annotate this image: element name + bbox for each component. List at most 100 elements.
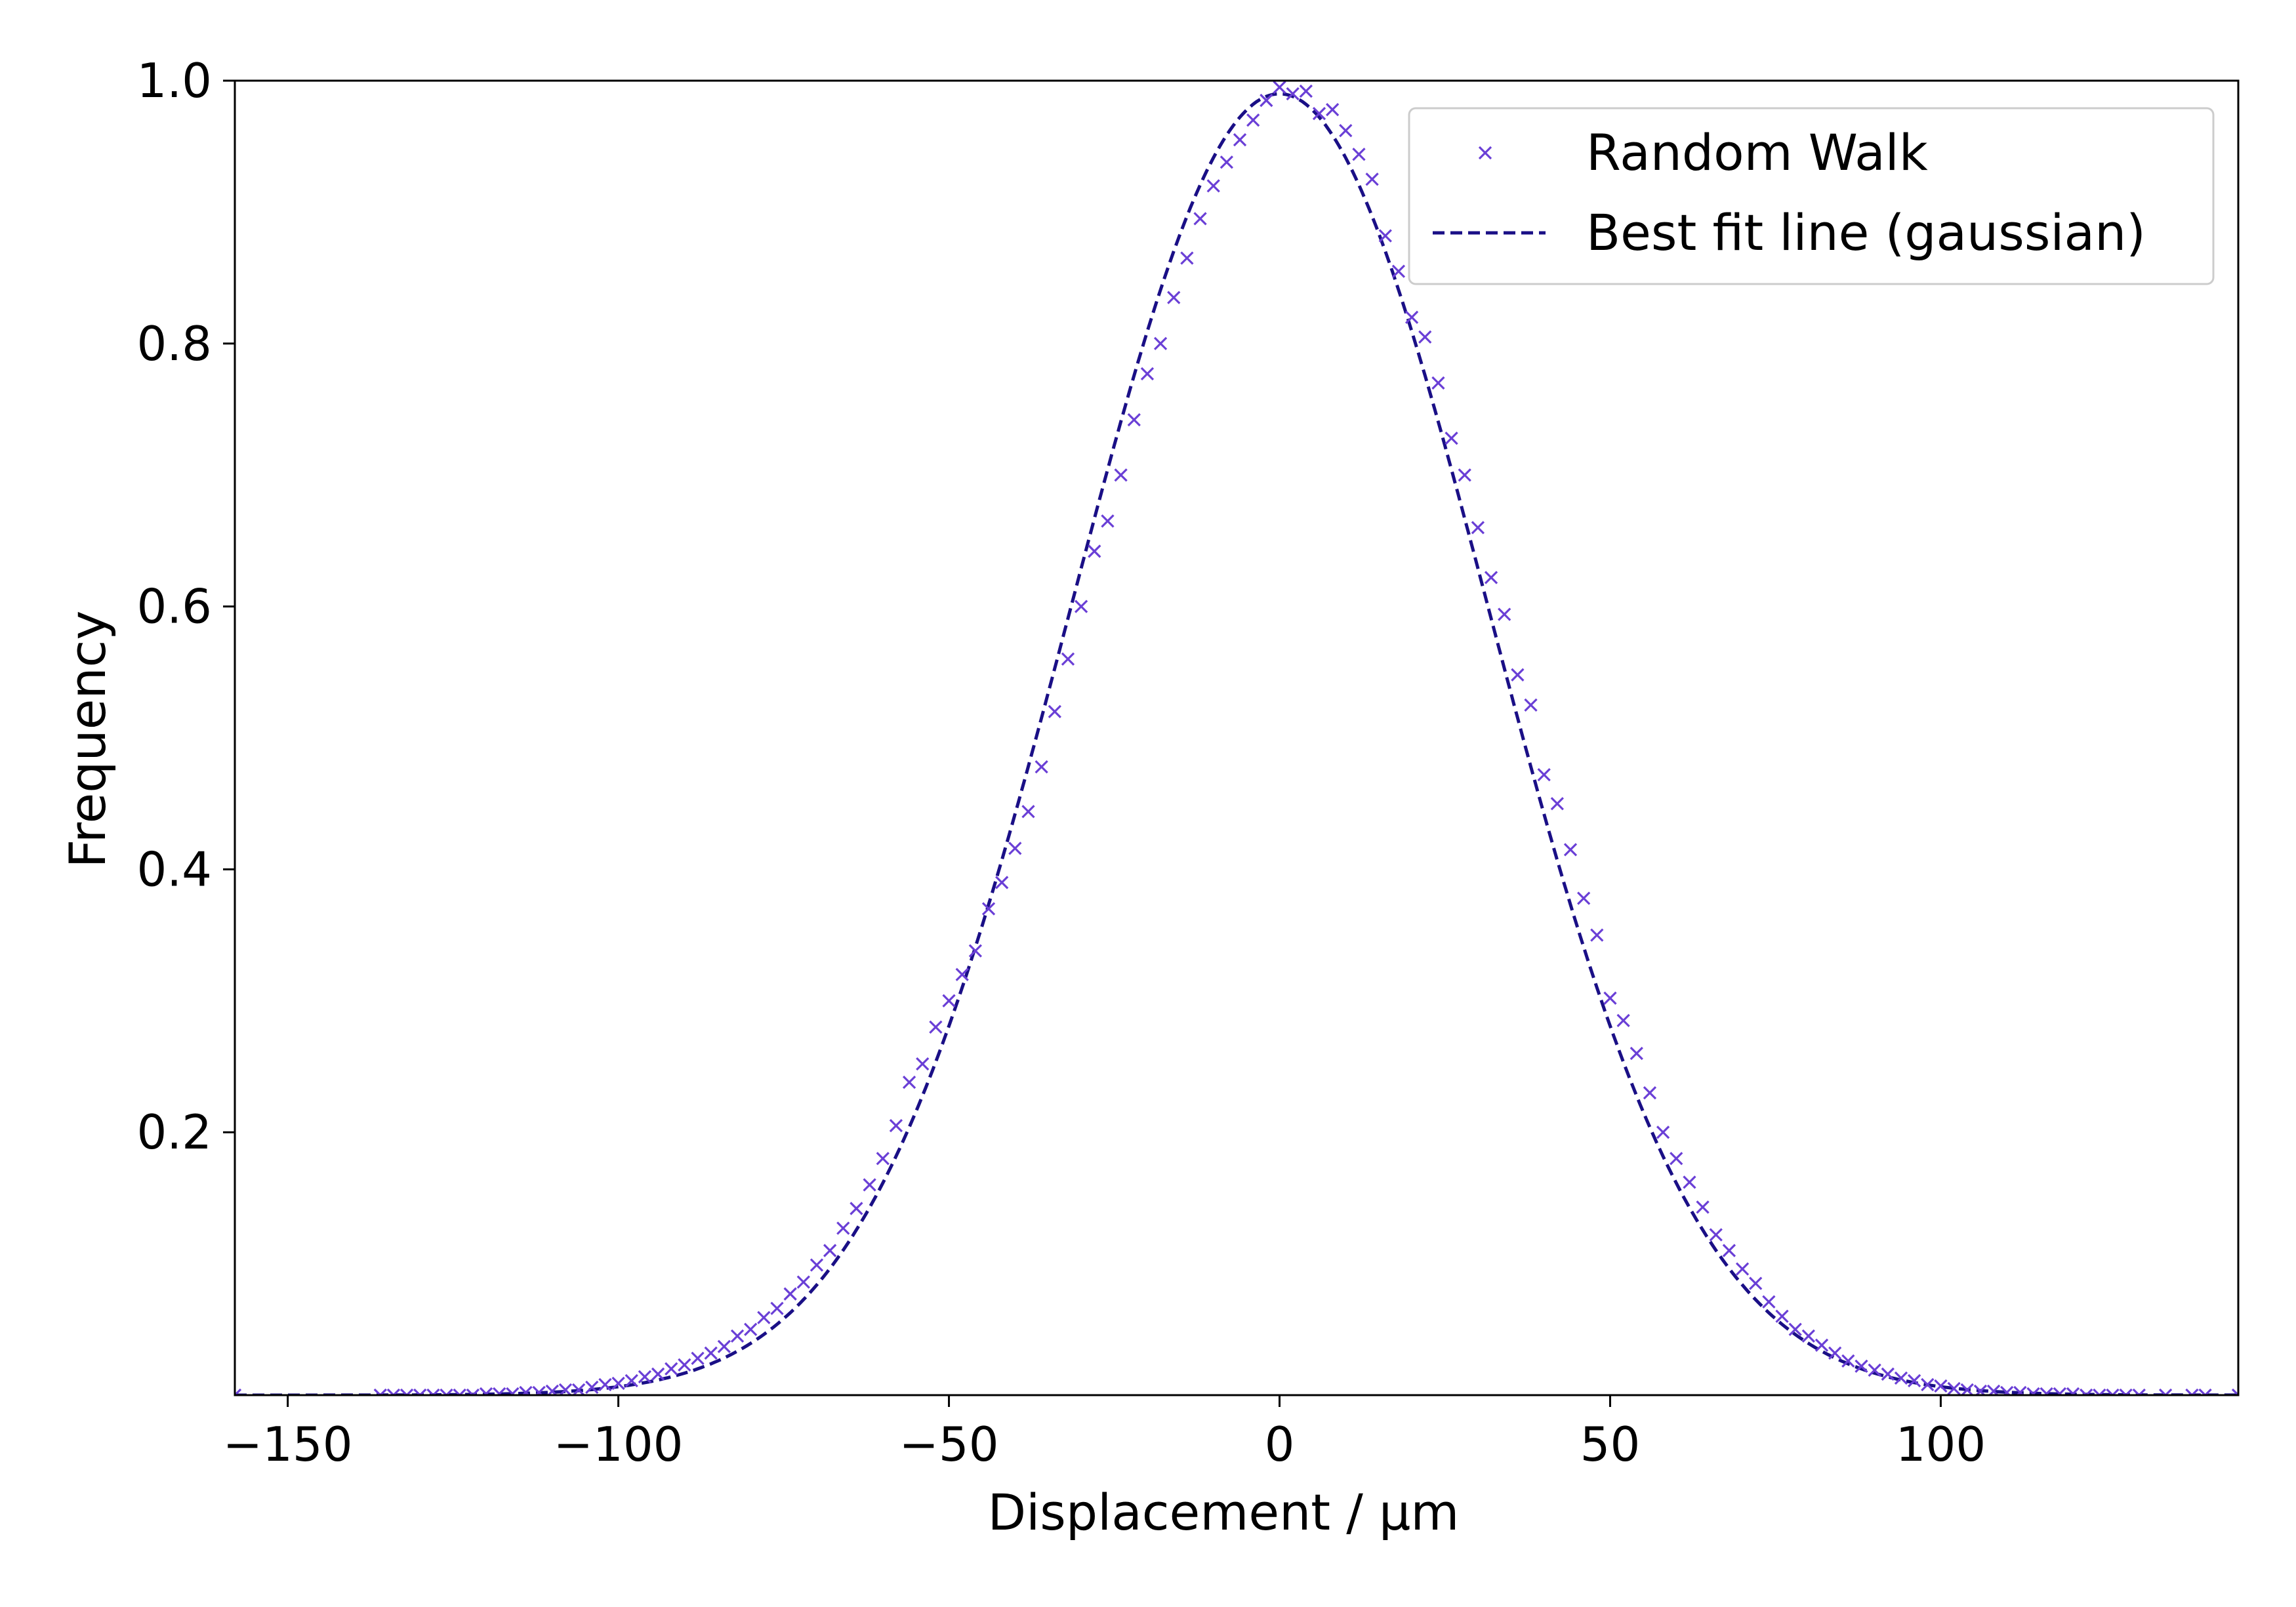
random-walk-point [1590,928,1604,942]
random-walk-point [1299,84,1313,98]
random-walk-point [981,902,996,916]
random-walk-point [506,1387,520,1395]
random-walk-point [1855,1359,1868,1373]
x-tick-label: 50 [1580,1417,1641,1472]
random-walk-point [1616,1013,1630,1027]
x-tick-label: −150 [223,1417,353,1472]
random-walk-point [1153,336,1168,350]
random-walk-point [651,1367,665,1381]
random-walk-point [678,1358,691,1372]
y-tick-label: 0.8 [136,316,212,371]
random-walk-point [889,1119,903,1133]
random-walk-point [1088,544,1101,558]
random-walk-point [1643,1086,1657,1100]
random-walk-point [1841,1354,1855,1368]
random-walk-point [995,876,1009,889]
random-walk-point [1894,1371,1908,1385]
random-walk-point [1339,124,1353,138]
random-walk-point [1008,842,1022,855]
random-walk-point [1801,1329,1815,1343]
random-walk-point [942,994,956,1007]
random-walk-point [2093,1388,2106,1395]
random-walk-point [929,1020,943,1034]
random-walk-point [598,1377,612,1392]
random-walk-point [638,1370,652,1384]
random-walk-point [1868,1363,1881,1377]
random-walk-point [968,944,983,958]
random-walk-point [1035,760,1048,774]
x-axis-ticks: −150 −100 −50 0 50 100 [223,1395,1986,1472]
legend-box [1408,107,2215,285]
random-walk-point [1749,1276,1763,1290]
random-walk-point [783,1287,797,1301]
random-walk-point [2231,1388,2238,1395]
random-walk-point [1630,1046,1643,1061]
random-walk-point [691,1351,705,1366]
random-walk-point [1696,1200,1710,1214]
random-walk-point [1775,1309,1789,1323]
random-walk-point [413,1388,427,1395]
random-walk-point [1127,413,1141,427]
random-walk-point [1947,1381,1961,1395]
plot-area [234,79,2240,1396]
random-walk-point [1286,87,1300,101]
random-walk-point [493,1387,506,1395]
random-walk-point [1934,1379,1948,1393]
random-walk-point [1273,81,1286,94]
x-tick-label: 0 [1265,1417,1295,1472]
y-tick-label: 1.0 [136,53,212,108]
y-axis-ticks: 0.2 0.4 0.6 0.8 1.0 [136,53,235,1160]
random-walk-point [902,1075,916,1089]
random-walk-point [810,1258,824,1272]
x-axis-label: Displacement / μm [988,1483,1460,1541]
random-walk-point [532,1385,546,1395]
random-walk-point [2132,1388,2146,1395]
random-walk-point [1326,102,1340,117]
random-walk-point [730,1329,745,1343]
random-walk-point [665,1362,678,1376]
random-walk-point [1828,1346,1842,1360]
random-walk-point [2158,1388,2173,1395]
random-walk-point [2013,1385,2027,1395]
random-walk-point [2053,1387,2066,1395]
random-walk-point [1735,1262,1750,1276]
random-walk-point [479,1387,493,1395]
random-walk-point [916,1057,930,1071]
random-walk-point [1670,1152,1683,1166]
random-walk-point [1445,431,1458,445]
random-walk-point [1788,1322,1802,1336]
random-walk-point [863,1178,876,1192]
x-tick-label: −50 [899,1417,999,1472]
random-walk-point [796,1275,810,1289]
random-walk-point [400,1388,414,1395]
x-tick-label: −100 [554,1417,684,1472]
random-walk-point [1709,1228,1723,1242]
random-walk-point [466,1388,480,1395]
random-walk-point [1762,1295,1776,1309]
random-walk-point [1352,148,1366,161]
random-walk-point [373,1388,387,1395]
y-tick-label: 0.6 [136,579,212,634]
random-walk-point [1312,106,1326,121]
random-walk-point [1365,173,1379,186]
random-walk-point [1471,521,1485,535]
random-walk-point [625,1373,638,1388]
random-walk-point [1814,1338,1829,1352]
random-walk-point [585,1380,599,1394]
random-walk-point [1233,133,1247,147]
random-walk-point [1061,652,1075,666]
random-walk-point [1511,668,1525,681]
legend-label-best-fit: Best fit line (gaussian) [1586,203,2146,262]
random-walk-point [1577,891,1591,905]
random-walk-point [2198,1388,2212,1395]
random-walk-point [2080,1388,2093,1395]
random-walk-point [453,1388,466,1395]
x-tick-label: 100 [1896,1417,1986,1472]
random-walk-point [1524,698,1538,712]
random-walk-point [440,1388,453,1395]
random-walk-point [1418,330,1432,344]
random-walk-point [1048,704,1061,719]
axes-frame [234,79,2240,1396]
random-walk-point [1220,155,1234,169]
